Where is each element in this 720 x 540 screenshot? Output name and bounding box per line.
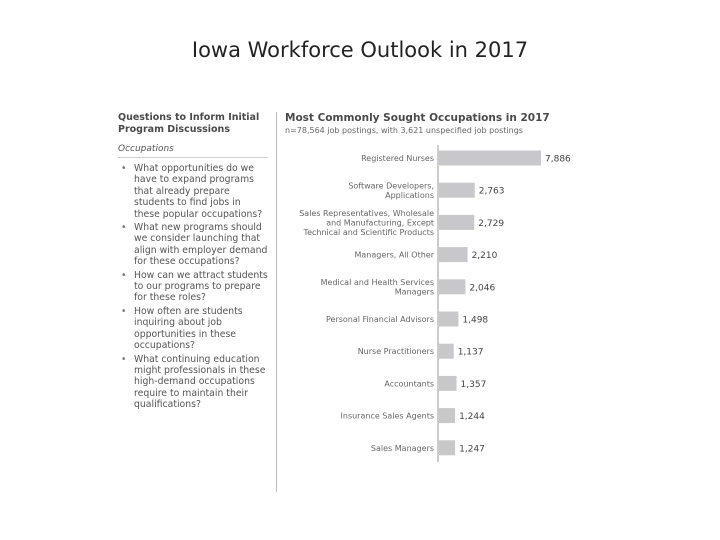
panel-heading: Questions to Inform Initial Program Disc… bbox=[118, 112, 268, 136]
category-label: Insurance Sales Agents bbox=[341, 412, 434, 421]
value-label: 1,137 bbox=[458, 348, 484, 358]
value-label: 1,247 bbox=[459, 444, 485, 454]
category-label-line: and Manufacturing, Except bbox=[326, 218, 434, 227]
question-item: What continuing education might professi… bbox=[118, 354, 268, 411]
bar-8 bbox=[439, 408, 456, 424]
category-label-line: Applications bbox=[385, 191, 434, 200]
question-item: How can we attract students to our progr… bbox=[118, 270, 268, 304]
question-item: What opportunities do we have to expand … bbox=[118, 163, 268, 220]
bar-7 bbox=[439, 375, 457, 391]
category-label-line: Technical and Scientific Products bbox=[303, 228, 434, 237]
category-label: Sales Representatives, Wholesale and Manu… bbox=[299, 209, 434, 237]
value-label: 1,357 bbox=[461, 380, 487, 390]
bar-2 bbox=[439, 214, 475, 230]
category-label-line: Personal Financial Advisors bbox=[326, 315, 434, 324]
category-label: Nurse Practitioners bbox=[358, 347, 434, 356]
category-label-line: Accountants bbox=[384, 379, 434, 388]
bar-9 bbox=[439, 440, 456, 456]
chart-subtitle: n=78,564 job postings, with 3,621 unspec… bbox=[285, 126, 523, 135]
question-item: What new programs should we consider lau… bbox=[118, 222, 268, 268]
bar-3 bbox=[439, 247, 468, 263]
panel-heading-line-1: Questions to Inform Initial bbox=[118, 112, 260, 123]
value-label: 2,729 bbox=[478, 219, 504, 229]
category-label-line: Managers, All Other bbox=[355, 251, 435, 260]
category-label-line: Medical and Health Services bbox=[321, 278, 434, 287]
category-label-line: Managers bbox=[395, 288, 434, 297]
category-label: Medical and Health Services Managers bbox=[321, 278, 434, 297]
category-label: Software Developers, Applications bbox=[348, 181, 434, 200]
category-label-line: Insurance Sales Agents bbox=[341, 412, 434, 421]
panel-heading-line-2: Program Discussions bbox=[118, 124, 230, 135]
panel-subheading: Occupations bbox=[118, 144, 174, 154]
bar-6 bbox=[439, 343, 454, 359]
value-label: 7,886 bbox=[545, 155, 571, 165]
category-label: Sales Managers bbox=[371, 444, 434, 453]
category-label-line: Nurse Practitioners bbox=[358, 347, 434, 356]
subheading-divider bbox=[118, 157, 268, 158]
value-label: 2,046 bbox=[469, 283, 495, 293]
question-item: How often are students inquiring about j… bbox=[118, 306, 268, 352]
value-label: 1,244 bbox=[459, 412, 485, 422]
chart-title: Most Commonly Sought Occupations in 2017 bbox=[285, 112, 550, 124]
value-label: 1,498 bbox=[462, 316, 488, 326]
bar-0 bbox=[439, 150, 541, 166]
panel-divider bbox=[276, 112, 277, 492]
category-label: Managers, All Other bbox=[355, 251, 435, 260]
category-label-line: Registered Nurses bbox=[361, 154, 434, 163]
value-label: 2,210 bbox=[472, 251, 498, 261]
category-label-line: Software Developers, bbox=[348, 181, 434, 190]
category-label: Accountants bbox=[384, 379, 434, 388]
category-label-line: Sales Representatives, Wholesale bbox=[299, 209, 434, 218]
slide-title: Iowa Workforce Outlook in 2017 bbox=[191, 38, 529, 62]
bar-5 bbox=[439, 311, 459, 327]
category-label: Personal Financial Advisors bbox=[326, 315, 434, 324]
question-list: What opportunities do we have to expand … bbox=[118, 163, 268, 411]
bar-1 bbox=[439, 182, 475, 198]
questions-panel: Questions to Inform Initial Program Disc… bbox=[118, 112, 268, 413]
value-label: 2,763 bbox=[479, 187, 505, 197]
category-label-line: Sales Managers bbox=[371, 444, 434, 453]
category-label: Registered Nurses bbox=[361, 154, 434, 163]
bar-4 bbox=[439, 279, 466, 295]
